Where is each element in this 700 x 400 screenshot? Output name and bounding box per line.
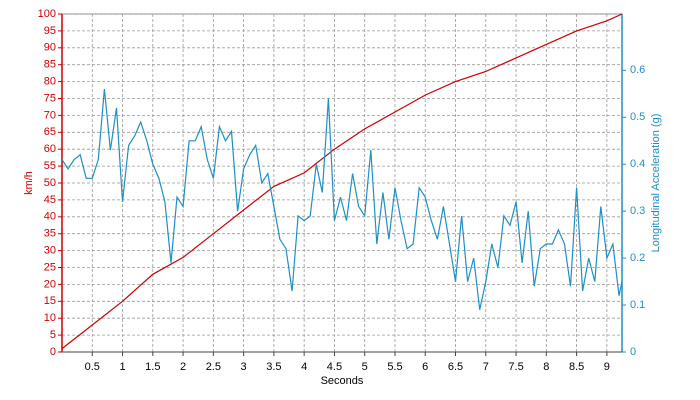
x-tick-label: 7 [483,361,489,373]
x-tick-label: 0.5 [85,361,100,373]
y-tick-label: 95 [44,25,56,37]
y2-tick-label: 0 [630,346,636,358]
y2-tick-label: 0.4 [630,158,645,170]
x-tick-label: 9 [604,361,610,373]
x-tick-label: 4 [301,361,307,373]
y-tick-label: 70 [44,109,56,121]
x-axis-title: Seconds [321,375,364,387]
y-tick-label: 85 [44,59,56,71]
y-tick-label: 75 [44,92,56,104]
x-tick-label: 8.5 [569,361,584,373]
y2-tick-label: 0.5 [630,111,645,123]
y-tick-label: 0 [50,346,56,358]
y-tick-label: 15 [44,295,56,307]
y-tick-label: 20 [44,278,56,290]
x-tick-label: 3 [241,361,247,373]
y2-tick-label: 0.3 [630,205,645,217]
y-tick-label: 30 [44,245,56,257]
x-tick-label: 6.5 [448,361,463,373]
series-line [61,13,623,350]
x-tick-label: 1 [119,361,125,373]
x-tick-label: 2.5 [206,361,221,373]
y2-axis-title: Longitudinal Acceleration (g) [650,114,662,253]
x-tick-label: 5.5 [387,361,402,373]
y-tick-label: 45 [44,194,56,206]
y-tick-label: 25 [44,261,56,273]
y-tick-label: 50 [44,177,56,189]
y2-tick-label: 0.6 [630,64,645,76]
y2-tick-label: 0.1 [630,299,645,311]
x-tick-label: 1.5 [145,361,160,373]
y-tick-label: 10 [44,312,56,324]
y-tick-label: 55 [44,160,56,172]
y-tick-label: 60 [44,143,56,155]
y-tick-label: 100 [38,8,56,20]
x-tick-label: 8 [543,361,549,373]
y-tick-label: 80 [44,76,56,88]
x-tick-label: 3.5 [266,361,281,373]
x-tick-label: 2 [180,361,186,373]
y2-tick-label: 0.2 [630,252,645,264]
y-tick-label: 40 [44,211,56,223]
y-tick-label: 90 [44,42,56,54]
x-tick-label: 4.5 [327,361,342,373]
y-tick-label: 5 [50,329,56,341]
x-tick-label: 6 [422,361,428,373]
x-tick-label: 5 [362,361,368,373]
series-line [61,89,623,310]
x-tick-label: 7.5 [508,361,523,373]
y-tick-label: 65 [44,126,56,138]
y-tick-label: 35 [44,228,56,240]
y-axis-title: km/h [23,171,35,195]
